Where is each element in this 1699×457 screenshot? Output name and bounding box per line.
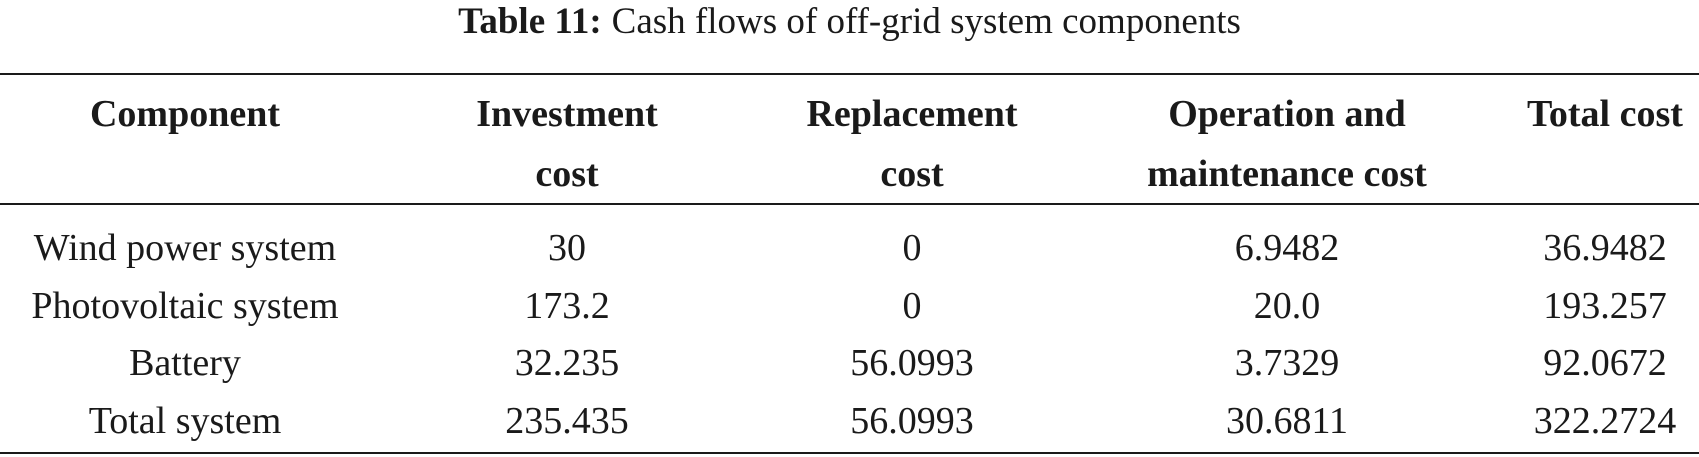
table-cell: 20.0 [1253,284,1321,327]
top-rule [0,73,1699,75]
row-label: Total system [88,399,282,442]
bottom-rule [0,452,1699,454]
table-cell: 92.0672 [1543,342,1667,384]
table-cell: 30 [548,227,586,269]
caption-text: Cash flows of off-grid system components [611,1,1241,42]
table-cell: 30.6811 [1225,399,1349,442]
table-cell: 56.0993 [850,342,974,384]
table-cell: 32.235 [514,342,620,384]
column-header: Total cost [1527,93,1683,135]
row-label: Photovoltaic system [31,284,339,327]
table-cell: 235.435 [505,399,629,442]
table-caption: Table 11: Cash flows of off-grid system c… [0,0,1699,44]
row-label: Battery [129,342,241,384]
table-cell: 56.0993 [850,399,974,442]
column-header: Investment cost [476,93,658,195]
table-cell: 0 [902,284,922,327]
header-rule [0,203,1699,205]
column-header: Replacement cost [806,93,1018,195]
table-cell: 36.9482 [1543,227,1667,269]
caption-label: Table 11: [458,1,602,42]
row-label: Wind power system [33,227,337,269]
table-cell: 173.2 [524,284,610,327]
table-cell: 322.2724 [1533,399,1677,442]
table-cell: 3.7329 [1234,342,1340,384]
table-cell: 6.9482 [1234,227,1340,269]
column-header: Operation and maintenance cost [1147,93,1427,195]
column-header: Component [89,93,281,135]
table-cell: 0 [902,227,922,269]
table-cell: 193.257 [1543,284,1667,327]
